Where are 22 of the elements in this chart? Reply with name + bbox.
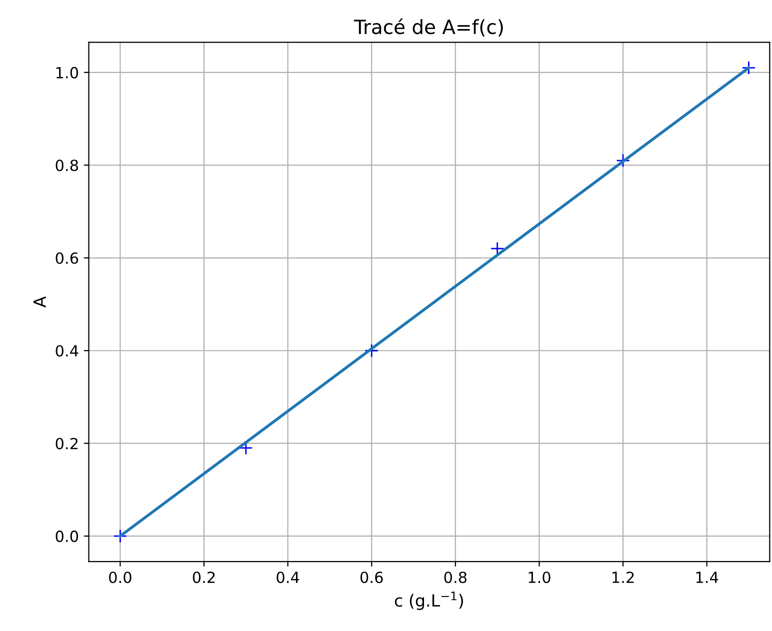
point — [742, 60, 756, 75]
x-tick-label: 0.4 — [276, 572, 300, 584]
x-tick-label: 0.0 — [109, 572, 132, 584]
y-axis-title: A — [34, 296, 46, 308]
y-tick-label: 0.4 — [56, 345, 78, 357]
y-tick-label: 1.0 — [56, 66, 78, 78]
chart-title: Tracé de A=f(c) — [354, 18, 503, 37]
x-tick-label: 0.8 — [444, 572, 467, 584]
point — [364, 344, 379, 358]
x-tick-label: 0.6 — [360, 572, 383, 584]
x-tick-label: 1.4 — [696, 572, 718, 583]
point — [616, 154, 630, 168]
y-tick-label: 0.8 — [56, 160, 78, 172]
x-axis-title: c (g.L$^{−1}$) — [394, 592, 463, 610]
point — [113, 529, 128, 544]
x-tick-label: 1.0 — [528, 572, 550, 584]
x-tick-label: 0.2 — [192, 572, 215, 584]
y-tick-label: 0.0 — [56, 530, 78, 542]
y-tick-label: 0.2 — [56, 438, 78, 450]
point — [490, 242, 504, 256]
x-tick-label: 1.2 — [612, 572, 634, 583]
y-tick-label: 0.6 — [56, 252, 78, 264]
